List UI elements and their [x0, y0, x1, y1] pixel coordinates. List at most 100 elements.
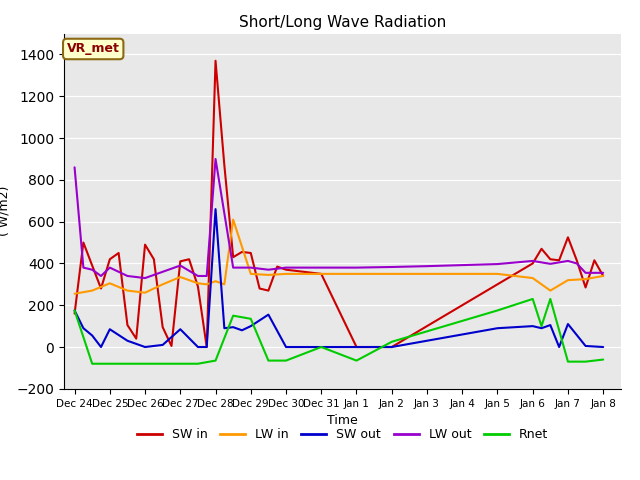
Rnet: [212, 358, 220, 363]
LW in: [194, 280, 202, 286]
SW in: [229, 254, 237, 260]
Rnet: [124, 361, 131, 367]
SW out: [88, 333, 96, 338]
Y-axis label: ( W/m2): ( W/m2): [0, 186, 11, 236]
SW in: [264, 288, 272, 293]
LW in: [458, 271, 466, 277]
LW out: [317, 265, 325, 271]
Rnet: [547, 296, 554, 302]
Rnet: [106, 361, 114, 367]
SW out: [229, 324, 237, 330]
Rnet: [247, 316, 255, 322]
SW in: [388, 344, 396, 350]
LW out: [573, 261, 580, 266]
X-axis label: Time: Time: [327, 414, 358, 427]
SW in: [150, 256, 157, 262]
SW out: [458, 332, 466, 337]
Rnet: [458, 318, 466, 324]
LW out: [264, 267, 272, 273]
Rnet: [353, 358, 360, 363]
Rnet: [582, 359, 589, 364]
LW out: [388, 264, 396, 270]
SW in: [212, 58, 220, 64]
LW out: [547, 261, 554, 267]
SW out: [493, 325, 501, 331]
SW out: [264, 312, 272, 317]
Rnet: [177, 361, 184, 367]
SW out: [97, 344, 105, 350]
SW in: [273, 264, 281, 269]
LW in: [582, 276, 589, 282]
SW in: [71, 311, 79, 316]
SW out: [582, 343, 589, 349]
LW in: [124, 288, 131, 293]
SW in: [493, 281, 501, 287]
Rnet: [264, 358, 272, 363]
SW out: [247, 323, 255, 329]
LW in: [88, 288, 96, 293]
LW out: [353, 265, 360, 271]
LW in: [212, 278, 220, 284]
Rnet: [194, 361, 202, 367]
SW in: [556, 257, 563, 263]
LW out: [106, 265, 114, 271]
LW out: [177, 263, 184, 268]
SW out: [159, 342, 166, 348]
SW in: [547, 256, 554, 262]
Rnet: [529, 296, 536, 302]
LW out: [247, 265, 255, 271]
Legend: SW in, LW in, SW out, LW out, Rnet: SW in, LW in, SW out, LW out, Rnet: [132, 423, 553, 446]
LW out: [582, 270, 589, 276]
LW out: [159, 269, 166, 275]
LW in: [529, 275, 536, 281]
SW in: [582, 285, 589, 290]
LW out: [212, 156, 220, 162]
LW out: [97, 273, 105, 279]
Rnet: [159, 361, 166, 367]
LW in: [493, 271, 501, 277]
Line: SW in: SW in: [75, 61, 603, 347]
SW out: [203, 344, 211, 350]
SW in: [97, 286, 105, 291]
LW in: [264, 272, 272, 278]
SW out: [423, 338, 431, 344]
LW out: [229, 265, 237, 271]
SW out: [194, 344, 202, 350]
Rnet: [493, 308, 501, 313]
SW out: [388, 344, 396, 350]
Rnet: [564, 359, 572, 364]
LW in: [564, 277, 572, 283]
Rnet: [282, 358, 290, 363]
LW in: [317, 271, 325, 277]
LW in: [71, 291, 79, 297]
Text: VR_met: VR_met: [67, 42, 120, 56]
SW in: [185, 256, 193, 262]
LW out: [282, 265, 290, 271]
SW in: [124, 322, 131, 328]
SW out: [177, 326, 184, 332]
SW in: [423, 323, 431, 329]
Rnet: [423, 328, 431, 334]
SW out: [556, 344, 563, 350]
LW out: [124, 273, 131, 279]
LW in: [282, 271, 290, 277]
SW out: [221, 325, 228, 331]
LW in: [141, 290, 149, 296]
SW out: [317, 344, 325, 350]
SW in: [203, 344, 211, 350]
SW in: [194, 284, 202, 289]
SW in: [247, 250, 255, 256]
LW in: [159, 281, 166, 287]
LW in: [247, 271, 255, 277]
SW out: [106, 326, 114, 332]
SW out: [538, 325, 545, 331]
SW in: [115, 250, 122, 256]
Title: Short/Long Wave Radiation: Short/Long Wave Radiation: [239, 15, 446, 30]
SW out: [141, 344, 149, 350]
LW out: [493, 261, 501, 267]
SW in: [88, 263, 96, 268]
LW in: [106, 280, 114, 286]
SW in: [238, 249, 246, 255]
LW out: [79, 265, 87, 271]
Rnet: [229, 313, 237, 319]
